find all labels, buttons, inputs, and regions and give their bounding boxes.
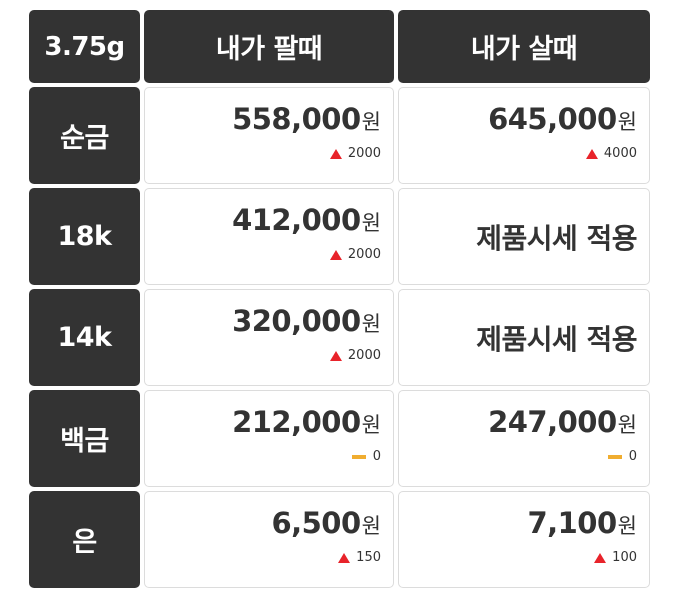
price-change: 100 xyxy=(594,550,637,565)
change-value: 2000 xyxy=(347,348,381,363)
gold-price-table: 3.75g 내가 팔때 내가 살때 순금 558,000 원 2000 645,0… xyxy=(29,10,650,588)
price-unit: 원 xyxy=(361,413,381,437)
flat-bar-icon xyxy=(351,454,366,459)
price: 212,000 원 xyxy=(232,405,381,439)
flat-bar-icon xyxy=(607,454,622,459)
buy-price-cell: 645,000 원 4000 xyxy=(398,87,650,184)
price-value: 6,500 xyxy=(271,506,361,540)
price-change: 2000 xyxy=(329,348,381,363)
sell-price-cell: 320,000 원 2000 xyxy=(144,289,394,386)
buy-column-header: 내가 살때 xyxy=(398,10,650,83)
sell-column-header: 내가 팔때 xyxy=(144,10,394,83)
price-unit: 원 xyxy=(361,312,381,336)
product-price-applied-text: 제품시세 적용 xyxy=(476,322,637,356)
triangle-up-icon xyxy=(329,148,342,159)
sell-price-cell: 412,000 원 2000 xyxy=(144,188,394,285)
price: 247,000 원 xyxy=(488,405,637,439)
triangle-up-icon xyxy=(329,350,342,361)
buy-price-cell: 제품시세 적용 xyxy=(398,188,650,285)
price-change: 0 xyxy=(607,449,637,464)
change-value: 150 xyxy=(356,550,381,565)
change-value: 0 xyxy=(628,449,637,464)
triangle-up-icon xyxy=(338,552,351,563)
price: 7,100 원 xyxy=(527,506,637,540)
price-change: 2000 xyxy=(329,247,381,262)
metal-label: 14k xyxy=(29,289,140,386)
price-change: 150 xyxy=(338,550,381,565)
metal-label: 순금 xyxy=(29,87,140,184)
change-value: 2000 xyxy=(347,247,381,262)
buy-price-cell: 제품시세 적용 xyxy=(398,289,650,386)
price-value: 7,100 xyxy=(527,506,617,540)
price-unit: 원 xyxy=(361,211,381,235)
price-unit: 원 xyxy=(617,514,637,538)
price: 558,000 원 xyxy=(232,102,381,136)
price-value: 645,000 xyxy=(488,102,617,136)
price-value: 320,000 xyxy=(232,304,361,338)
price-change: 0 xyxy=(351,449,381,464)
price-change: 4000 xyxy=(585,146,637,161)
buy-price-cell: 7,100 원 100 xyxy=(398,491,650,588)
price-unit: 원 xyxy=(361,110,381,134)
price-unit: 원 xyxy=(617,413,637,437)
price-change: 2000 xyxy=(329,146,381,161)
price: 320,000 원 xyxy=(232,304,381,338)
price-value: 247,000 xyxy=(488,405,617,439)
price-unit: 원 xyxy=(617,110,637,134)
sell-price-cell: 6,500 원 150 xyxy=(144,491,394,588)
change-value: 4000 xyxy=(603,146,637,161)
buy-price-cell: 247,000 원 0 xyxy=(398,390,650,487)
triangle-up-icon xyxy=(329,249,342,260)
metal-label: 18k xyxy=(29,188,140,285)
product-price-applied-text: 제품시세 적용 xyxy=(476,221,637,255)
price: 412,000 원 xyxy=(232,203,381,237)
sell-price-cell: 558,000 원 2000 xyxy=(144,87,394,184)
triangle-up-icon xyxy=(594,552,607,563)
sell-price-cell: 212,000 원 0 xyxy=(144,390,394,487)
triangle-up-icon xyxy=(585,148,598,159)
price: 645,000 원 xyxy=(488,102,637,136)
price-unit: 원 xyxy=(361,514,381,538)
change-value: 0 xyxy=(372,449,381,464)
metal-label: 백금 xyxy=(29,390,140,487)
weight-header: 3.75g xyxy=(29,10,140,83)
change-value: 2000 xyxy=(347,146,381,161)
price-value: 212,000 xyxy=(232,405,361,439)
price-value: 412,000 xyxy=(232,203,361,237)
metal-label: 은 xyxy=(29,491,140,588)
price-value: 558,000 xyxy=(232,102,361,136)
price: 6,500 원 xyxy=(271,506,381,540)
change-value: 100 xyxy=(612,550,637,565)
